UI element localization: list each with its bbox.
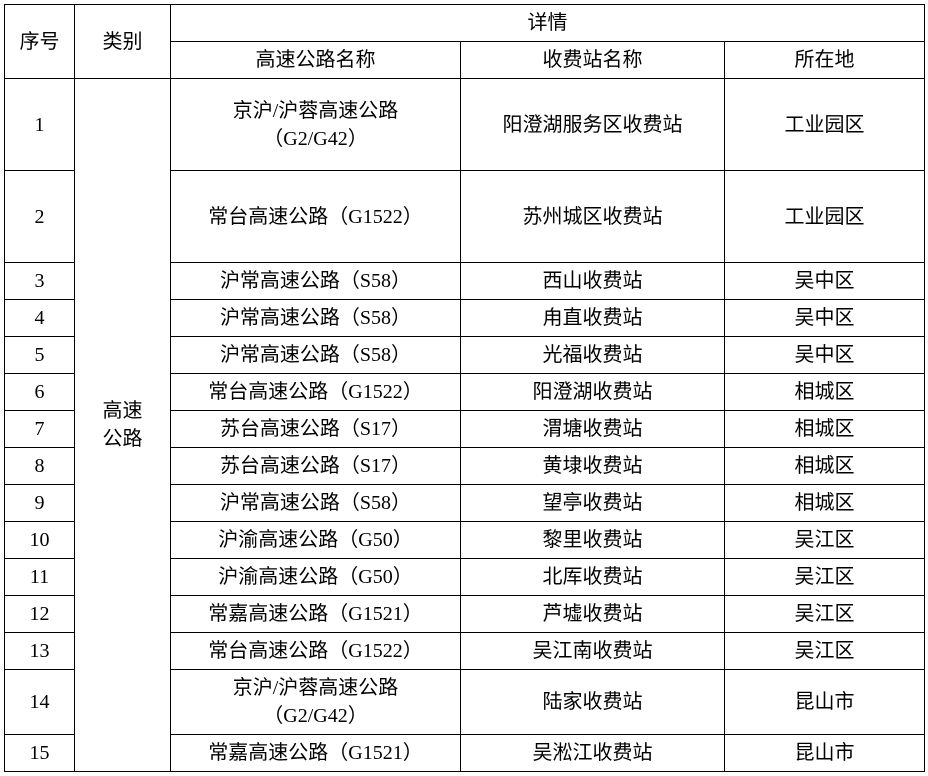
cell-seq: 13: [5, 633, 75, 670]
cell-location: 相城区: [725, 374, 925, 411]
cell-toll: 黄埭收费站: [461, 448, 725, 485]
cell-toll: 西山收费站: [461, 263, 725, 300]
cell-toll: 芦墟收费站: [461, 596, 725, 633]
cell-highway: 常嘉高速公路（G1521）: [171, 596, 461, 633]
cell-seq: 8: [5, 448, 75, 485]
cell-seq: 1: [5, 79, 75, 171]
table-row: 1 高速公路 京沪/沪蓉高速公路（G2/G42） 阳澄湖服务区收费站 工业园区: [5, 79, 925, 171]
cell-toll: 黎里收费站: [461, 522, 725, 559]
cell-seq: 4: [5, 300, 75, 337]
cell-highway: 沪渝高速公路（G50）: [171, 522, 461, 559]
cell-highway: 沪常高速公路（S58）: [171, 485, 461, 522]
header-location: 所在地: [725, 42, 925, 79]
cell-toll: 甪直收费站: [461, 300, 725, 337]
cell-highway: 沪常高速公路（S58）: [171, 263, 461, 300]
cell-location: 工业园区: [725, 79, 925, 171]
cell-seq: 12: [5, 596, 75, 633]
cell-seq: 14: [5, 670, 75, 735]
cell-location: 相城区: [725, 411, 925, 448]
cell-location: 吴江区: [725, 633, 925, 670]
cell-highway: 沪常高速公路（S58）: [171, 337, 461, 374]
cell-highway: 常嘉高速公路（G1521）: [171, 735, 461, 772]
cell-location: 吴江区: [725, 596, 925, 633]
header-highway-name: 高速公路名称: [171, 42, 461, 79]
cell-highway: 常台高速公路（G1522）: [171, 374, 461, 411]
cell-location: 工业园区: [725, 171, 925, 263]
cell-location: 吴中区: [725, 337, 925, 374]
cell-seq: 2: [5, 171, 75, 263]
cell-location: 吴江区: [725, 522, 925, 559]
cell-location: 相城区: [725, 485, 925, 522]
cell-location: 吴中区: [725, 263, 925, 300]
cell-highway: 苏台高速公路（S17）: [171, 411, 461, 448]
cell-toll: 吴江南收费站: [461, 633, 725, 670]
header-category: 类别: [75, 5, 171, 79]
cell-toll: 阳澄湖服务区收费站: [461, 79, 725, 171]
cell-seq: 7: [5, 411, 75, 448]
header-details: 详情: [171, 5, 925, 42]
cell-toll: 吴淞江收费站: [461, 735, 725, 772]
table-header-row-1: 序号 类别 详情: [5, 5, 925, 42]
cell-highway: 沪常高速公路（S58）: [171, 300, 461, 337]
cell-location: 吴江区: [725, 559, 925, 596]
cell-highway: 京沪/沪蓉高速公路（G2/G42）: [171, 79, 461, 171]
cell-toll: 北厍收费站: [461, 559, 725, 596]
cell-highway: 苏台高速公路（S17）: [171, 448, 461, 485]
cell-seq: 10: [5, 522, 75, 559]
cell-location: 吴中区: [725, 300, 925, 337]
header-toll-name: 收费站名称: [461, 42, 725, 79]
cell-seq: 5: [5, 337, 75, 374]
highway-toll-table: 序号 类别 详情 高速公路名称 收费站名称 所在地 1 高速公路 京沪/沪蓉高速…: [4, 4, 925, 772]
cell-highway: 常台高速公路（G1522）: [171, 633, 461, 670]
cell-seq: 11: [5, 559, 75, 596]
cell-location: 昆山市: [725, 735, 925, 772]
cell-seq: 6: [5, 374, 75, 411]
cell-seq: 9: [5, 485, 75, 522]
cell-toll: 陆家收费站: [461, 670, 725, 735]
cell-highway: 沪渝高速公路（G50）: [171, 559, 461, 596]
cell-location: 昆山市: [725, 670, 925, 735]
cell-toll: 望亭收费站: [461, 485, 725, 522]
cell-toll: 光福收费站: [461, 337, 725, 374]
cell-toll: 苏州城区收费站: [461, 171, 725, 263]
cell-highway: 常台高速公路（G1522）: [171, 171, 461, 263]
cell-seq: 15: [5, 735, 75, 772]
cell-location: 相城区: [725, 448, 925, 485]
cell-toll: 阳澄湖收费站: [461, 374, 725, 411]
cell-seq: 3: [5, 263, 75, 300]
cell-category: 高速公路: [75, 79, 171, 772]
cell-toll: 渭塘收费站: [461, 411, 725, 448]
header-seq: 序号: [5, 5, 75, 79]
cell-highway: 京沪/沪蓉高速公路（G2/G42）: [171, 670, 461, 735]
